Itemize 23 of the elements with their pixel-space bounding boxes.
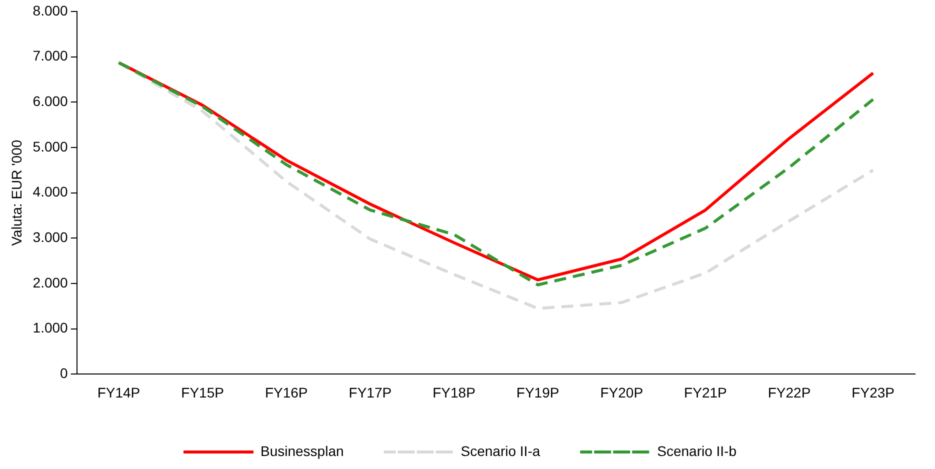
x-tick-label: FY16P: [264, 384, 308, 400]
y-tick-label: 0: [60, 365, 68, 382]
x-tick-label: FY19P: [516, 384, 560, 400]
y-axis-title: Valuta: EUR '000: [8, 140, 24, 246]
y-tick-label: 5.000: [32, 138, 68, 154]
x-tick-label: FY21P: [684, 384, 727, 400]
y-tick-label: 6.000: [32, 92, 68, 109]
x-tick-label: FY23P: [852, 384, 894, 400]
x-tick-label: FY22P: [768, 384, 811, 400]
legend-label: Scenario II-a: [460, 442, 540, 459]
y-tick-label: 2.000: [32, 274, 68, 290]
legend-label: Businessplan: [260, 442, 344, 459]
y-tick-label: 1.000: [32, 320, 68, 336]
x-tick-label: FY14P: [97, 384, 140, 400]
x-tick-label: FY17P: [348, 384, 392, 400]
y-tick-label: 4.000: [32, 184, 68, 200]
y-tick-label: 7.000: [32, 48, 68, 64]
x-tick-label: FY20P: [600, 384, 644, 400]
y-tick-label: 8.000: [32, 2, 68, 18]
y-tick-label: 3.000: [32, 229, 68, 246]
x-tick-label: FY15P: [181, 384, 224, 400]
legend-label: Scenario II-b: [657, 442, 737, 459]
x-tick-label: FY18P: [432, 384, 476, 400]
